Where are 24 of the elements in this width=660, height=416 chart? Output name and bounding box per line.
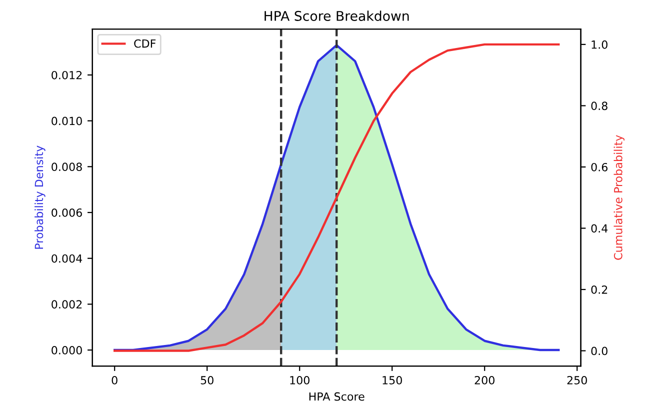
- x-tick-label: 150: [382, 376, 402, 384]
- y2-tick-label: 0.8: [591, 102, 608, 110]
- y-tick-label: 0.012: [52, 70, 82, 80]
- x-tick-label: 50: [200, 376, 214, 384]
- y-tick-label: 0.006: [52, 208, 82, 217]
- x-tick-label: 100: [290, 376, 310, 384]
- x-axis-title: HPA Score: [309, 392, 364, 401]
- chart-title: HPA Score Breakdown: [264, 10, 409, 21]
- x-tick-label: 250: [567, 376, 587, 384]
- y-tick-label: 0.002: [52, 300, 82, 309]
- y2-axis-title: Cumulative Probability: [614, 135, 624, 260]
- y-tick-label: 0.010: [52, 116, 82, 126]
- legend-label: CDF: [134, 39, 156, 48]
- y-tick-label: 0.000: [52, 346, 82, 354]
- y-tick-label: 0.008: [52, 162, 82, 172]
- y2-tick-label: 0.4: [591, 224, 608, 233]
- y2-tick-label: 1.0: [592, 40, 608, 49]
- y2-tick-label: 0.0: [591, 346, 608, 356]
- x-tick-label: 0: [112, 376, 118, 384]
- y2-tick-label: 0.2: [591, 285, 608, 294]
- y-axis-title: Probability Density: [34, 146, 46, 249]
- x-tick-label: 200: [474, 376, 494, 384]
- y2-tick-label: 0.6: [591, 162, 608, 172]
- y-tick-label: 0.004: [52, 254, 82, 263]
